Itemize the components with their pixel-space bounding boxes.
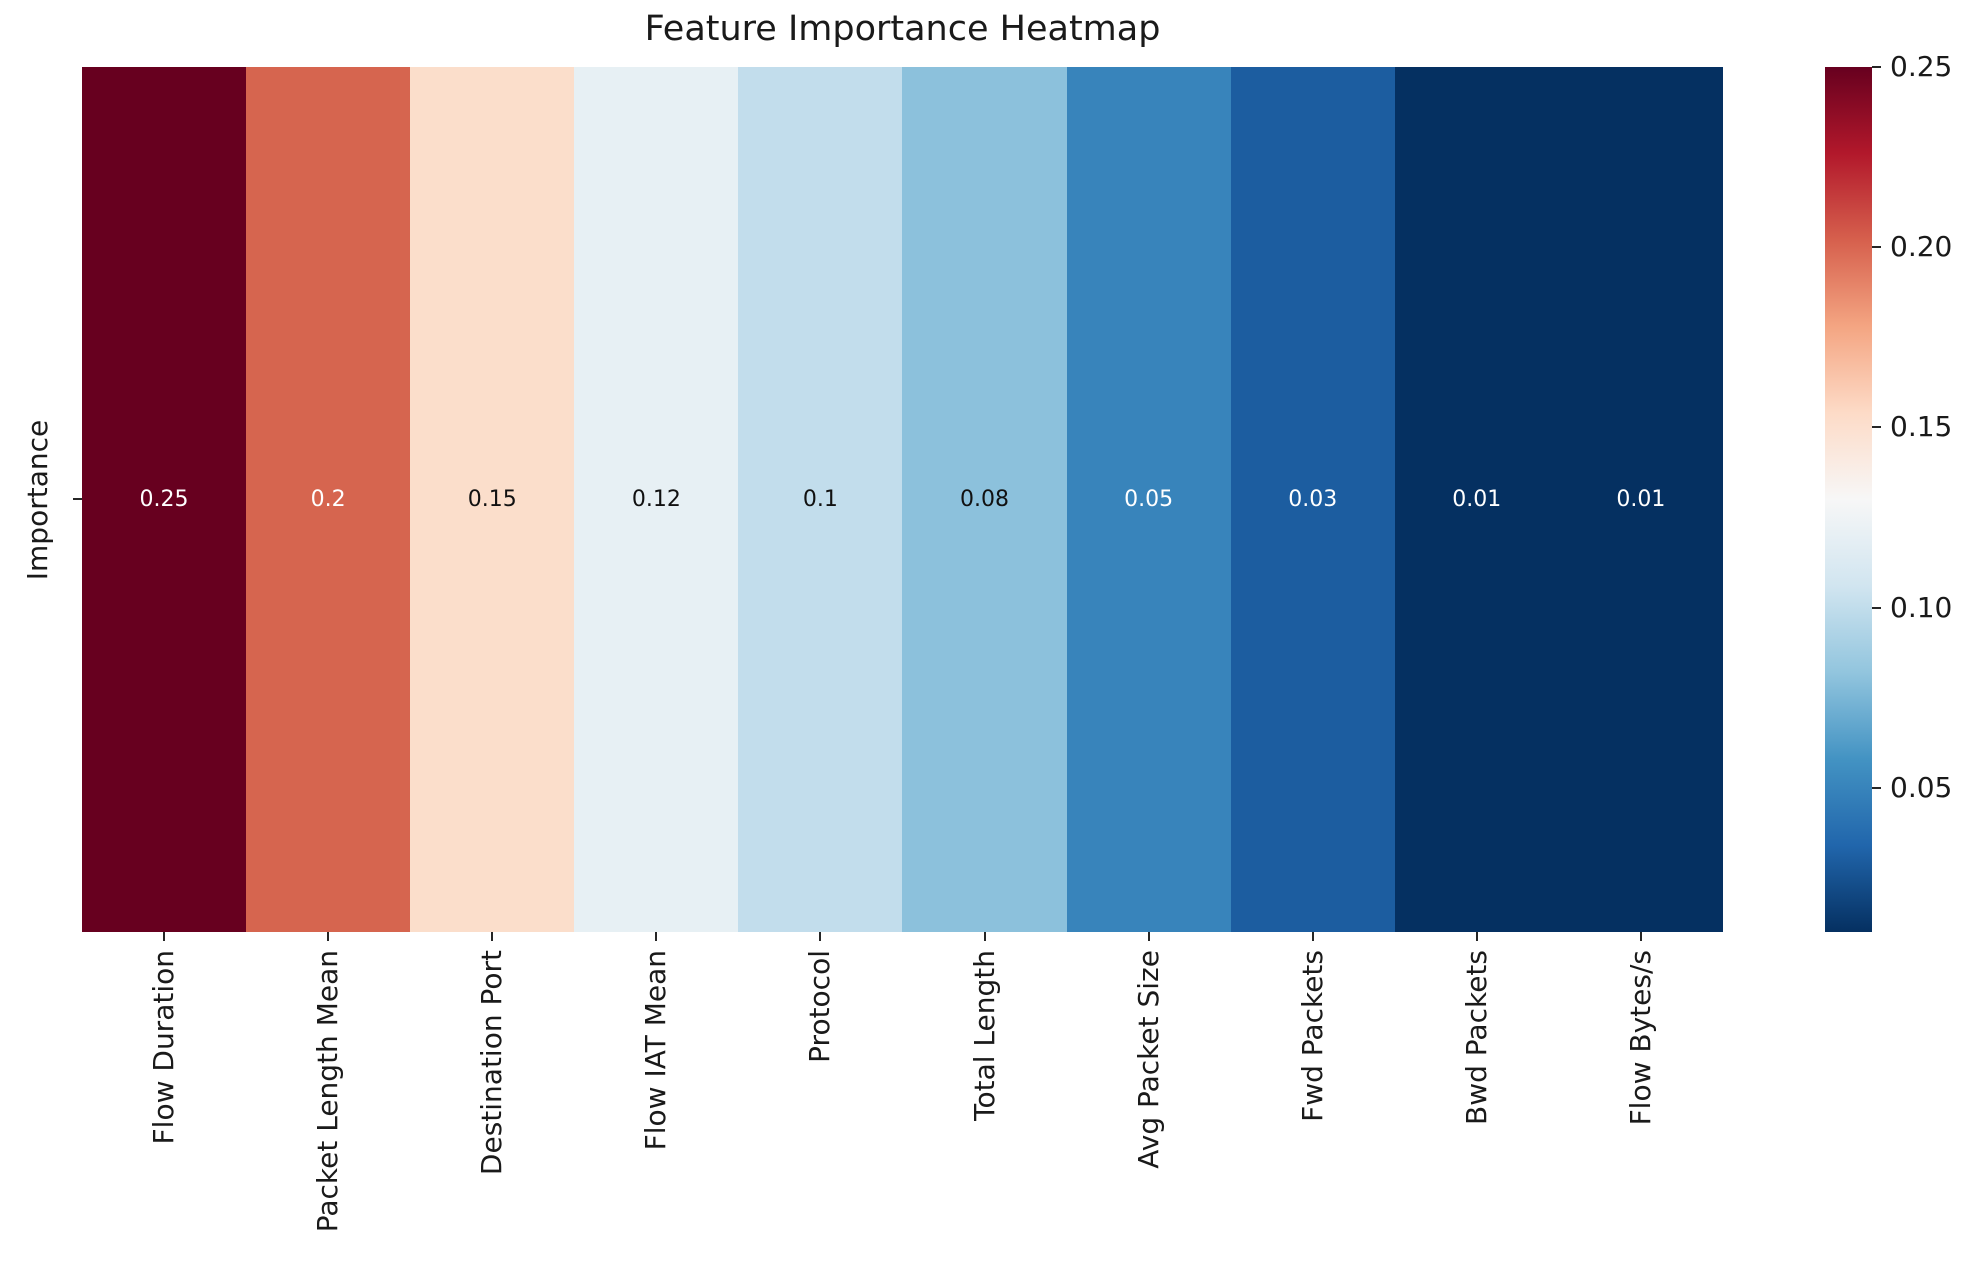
x-tick-label: Destination Port xyxy=(475,950,509,1176)
x-tick xyxy=(163,932,166,941)
x-tick-label: Flow IAT Mean xyxy=(639,950,673,1151)
heatmap-cell: 0.01 xyxy=(1558,67,1723,932)
x-tick-label: Flow Duration xyxy=(147,950,181,1145)
heatmap-cell: 0.15 xyxy=(410,67,575,932)
heatmap-cell-value: 0.12 xyxy=(631,486,681,512)
colorbar-tick xyxy=(1872,786,1881,789)
heatmap-grid: 0.25 0.2 0.15 0.12 0.1 0.08 0.05 0.03 0.01 0.01 xyxy=(82,67,1723,932)
heatmap-cell-value: 0.01 xyxy=(1616,486,1666,512)
colorbar-tick xyxy=(1872,66,1881,68)
colorbar-tick xyxy=(1872,426,1881,429)
x-tick-label: Avg Packet Size xyxy=(1131,950,1165,1169)
x-tick xyxy=(491,932,494,941)
heatmap-cell-value: 0.01 xyxy=(1452,486,1502,512)
x-tick xyxy=(1475,932,1478,941)
y-axis-label: Importance xyxy=(21,419,54,581)
x-tick xyxy=(1147,932,1150,941)
chart-title: Feature Importance Heatmap xyxy=(644,9,1161,49)
colorbar-tick-label: 0.15 xyxy=(1890,410,1953,444)
heatmap-cell: 0.12 xyxy=(574,67,739,932)
heatmap-cell-value: 0.15 xyxy=(467,486,517,512)
colorbar-tick-label: 0.10 xyxy=(1890,590,1953,624)
x-tick xyxy=(1311,932,1314,941)
colorbar-tick-label: 0.05 xyxy=(1890,770,1953,804)
colorbar-tick-label: 0.20 xyxy=(1890,230,1953,264)
colorbar-tick xyxy=(1872,606,1881,609)
heatmap-cell-value: 0.25 xyxy=(139,486,189,512)
heatmap-cell: 0.01 xyxy=(1394,67,1559,932)
x-tick xyxy=(983,932,986,941)
x-tick-label: Packet Length Mean xyxy=(311,950,345,1233)
x-tick xyxy=(655,932,658,941)
colorbar xyxy=(1825,67,1872,932)
heatmap-cell-value: 0.2 xyxy=(310,486,346,512)
colorbar-tick xyxy=(1872,246,1881,249)
heatmap-cell: 0.05 xyxy=(1066,67,1231,932)
heatmap-cell: 0.1 xyxy=(738,67,903,932)
x-tick-label: Total Length xyxy=(967,950,1001,1121)
colorbar-tick-label: 0.25 xyxy=(1890,50,1953,83)
x-tick-label: Fwd Packets xyxy=(1295,950,1329,1122)
heatmap-cell-value: 0.08 xyxy=(960,486,1009,512)
heatmap-cell: 0.25 xyxy=(82,67,247,932)
x-tick-label: Flow Bytes/s xyxy=(1623,950,1657,1126)
heatmap-cell-value: 0.1 xyxy=(802,486,838,512)
y-tick xyxy=(73,498,82,500)
heatmap-cell: 0.2 xyxy=(246,67,411,932)
heatmap-cell: 0.03 xyxy=(1230,67,1395,932)
heatmap-cell: 0.08 xyxy=(902,67,1067,932)
x-tick-label: Protocol xyxy=(803,950,837,1063)
x-tick xyxy=(327,932,330,941)
x-tick-label: Bwd Packets xyxy=(1459,950,1493,1125)
x-tick xyxy=(1639,932,1642,941)
heatmap-cell-value: 0.05 xyxy=(1124,486,1174,512)
x-tick xyxy=(819,932,822,941)
heatmap-cell-value: 0.03 xyxy=(1288,486,1338,512)
